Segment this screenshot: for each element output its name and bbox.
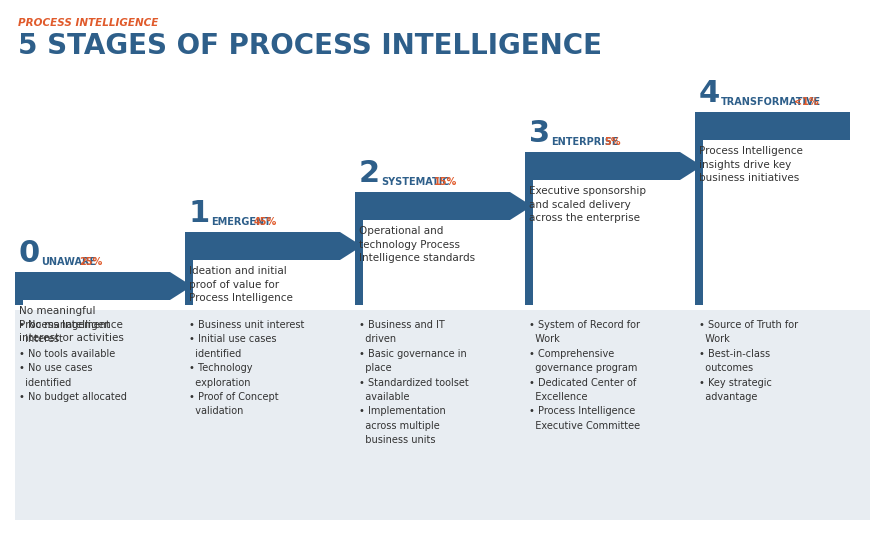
Text: TRANSFORMATIVE: TRANSFORMATIVE (721, 97, 821, 107)
Text: PROCESS INTELLIGENCE: PROCESS INTELLIGENCE (18, 18, 158, 28)
Text: • Business and IT
  driven
• Basic governance in
  place
• Standardized toolset
: • Business and IT driven • Basic governa… (359, 320, 469, 445)
Text: 2: 2 (359, 159, 381, 188)
Text: <1%: <1% (794, 97, 819, 107)
Text: 45%: 45% (254, 217, 277, 227)
Text: SYSTEMATIC: SYSTEMATIC (381, 177, 450, 187)
Text: 3: 3 (529, 119, 550, 148)
Text: • Source of Truth for
  Work
• Best-in-class
  outcomes
• Key strategic
  advant: • Source of Truth for Work • Best-in-cla… (699, 320, 798, 402)
Text: No meaningful
Process Intelligence
interest or activities: No meaningful Process Intelligence inter… (19, 306, 124, 343)
Text: • Business unit interest
• Initial use cases
  identified
• Technology
  explora: • Business unit interest • Initial use c… (189, 320, 304, 416)
FancyBboxPatch shape (185, 260, 193, 305)
Polygon shape (340, 232, 362, 260)
FancyBboxPatch shape (695, 140, 703, 305)
FancyBboxPatch shape (525, 180, 533, 305)
Text: 5%: 5% (604, 137, 620, 147)
FancyBboxPatch shape (15, 300, 23, 305)
FancyBboxPatch shape (525, 152, 680, 180)
FancyBboxPatch shape (15, 310, 870, 520)
Text: Executive sponsorship
and scaled delivery
across the enterprise: Executive sponsorship and scaled deliver… (529, 186, 646, 223)
Text: EMERGENT: EMERGENT (211, 217, 271, 227)
Text: 5 STAGES OF PROCESS INTELLIGENCE: 5 STAGES OF PROCESS INTELLIGENCE (18, 32, 602, 60)
Text: • System of Record for
  Work
• Comprehensive
  governance program
• Dedicated C: • System of Record for Work • Comprehens… (529, 320, 640, 431)
Text: 25%: 25% (79, 257, 103, 267)
Text: Operational and
technology Process
Intelligence standards: Operational and technology Process Intel… (359, 226, 475, 263)
Text: UNAWARE: UNAWARE (41, 257, 96, 267)
Text: 15%: 15% (434, 177, 458, 187)
Polygon shape (510, 192, 532, 220)
Text: ENTERPRISE: ENTERPRISE (551, 137, 619, 147)
FancyBboxPatch shape (695, 112, 850, 140)
Text: 0: 0 (19, 239, 40, 268)
Text: Ideation and initial
proof of value for
Process Intelligence: Ideation and initial proof of value for … (189, 266, 293, 303)
Text: 1: 1 (189, 199, 211, 228)
FancyBboxPatch shape (185, 232, 340, 260)
FancyBboxPatch shape (15, 272, 170, 300)
Polygon shape (680, 152, 702, 180)
Polygon shape (170, 272, 192, 300)
Text: Process Intelligence
insights drive key
business initiatives: Process Intelligence insights drive key … (699, 146, 803, 183)
Text: 4: 4 (699, 79, 720, 108)
FancyBboxPatch shape (355, 192, 510, 220)
FancyBboxPatch shape (355, 220, 363, 305)
Text: • No management
  interest
• No tools available
• No use cases
  identified
• No: • No management interest • No tools avai… (19, 320, 127, 402)
